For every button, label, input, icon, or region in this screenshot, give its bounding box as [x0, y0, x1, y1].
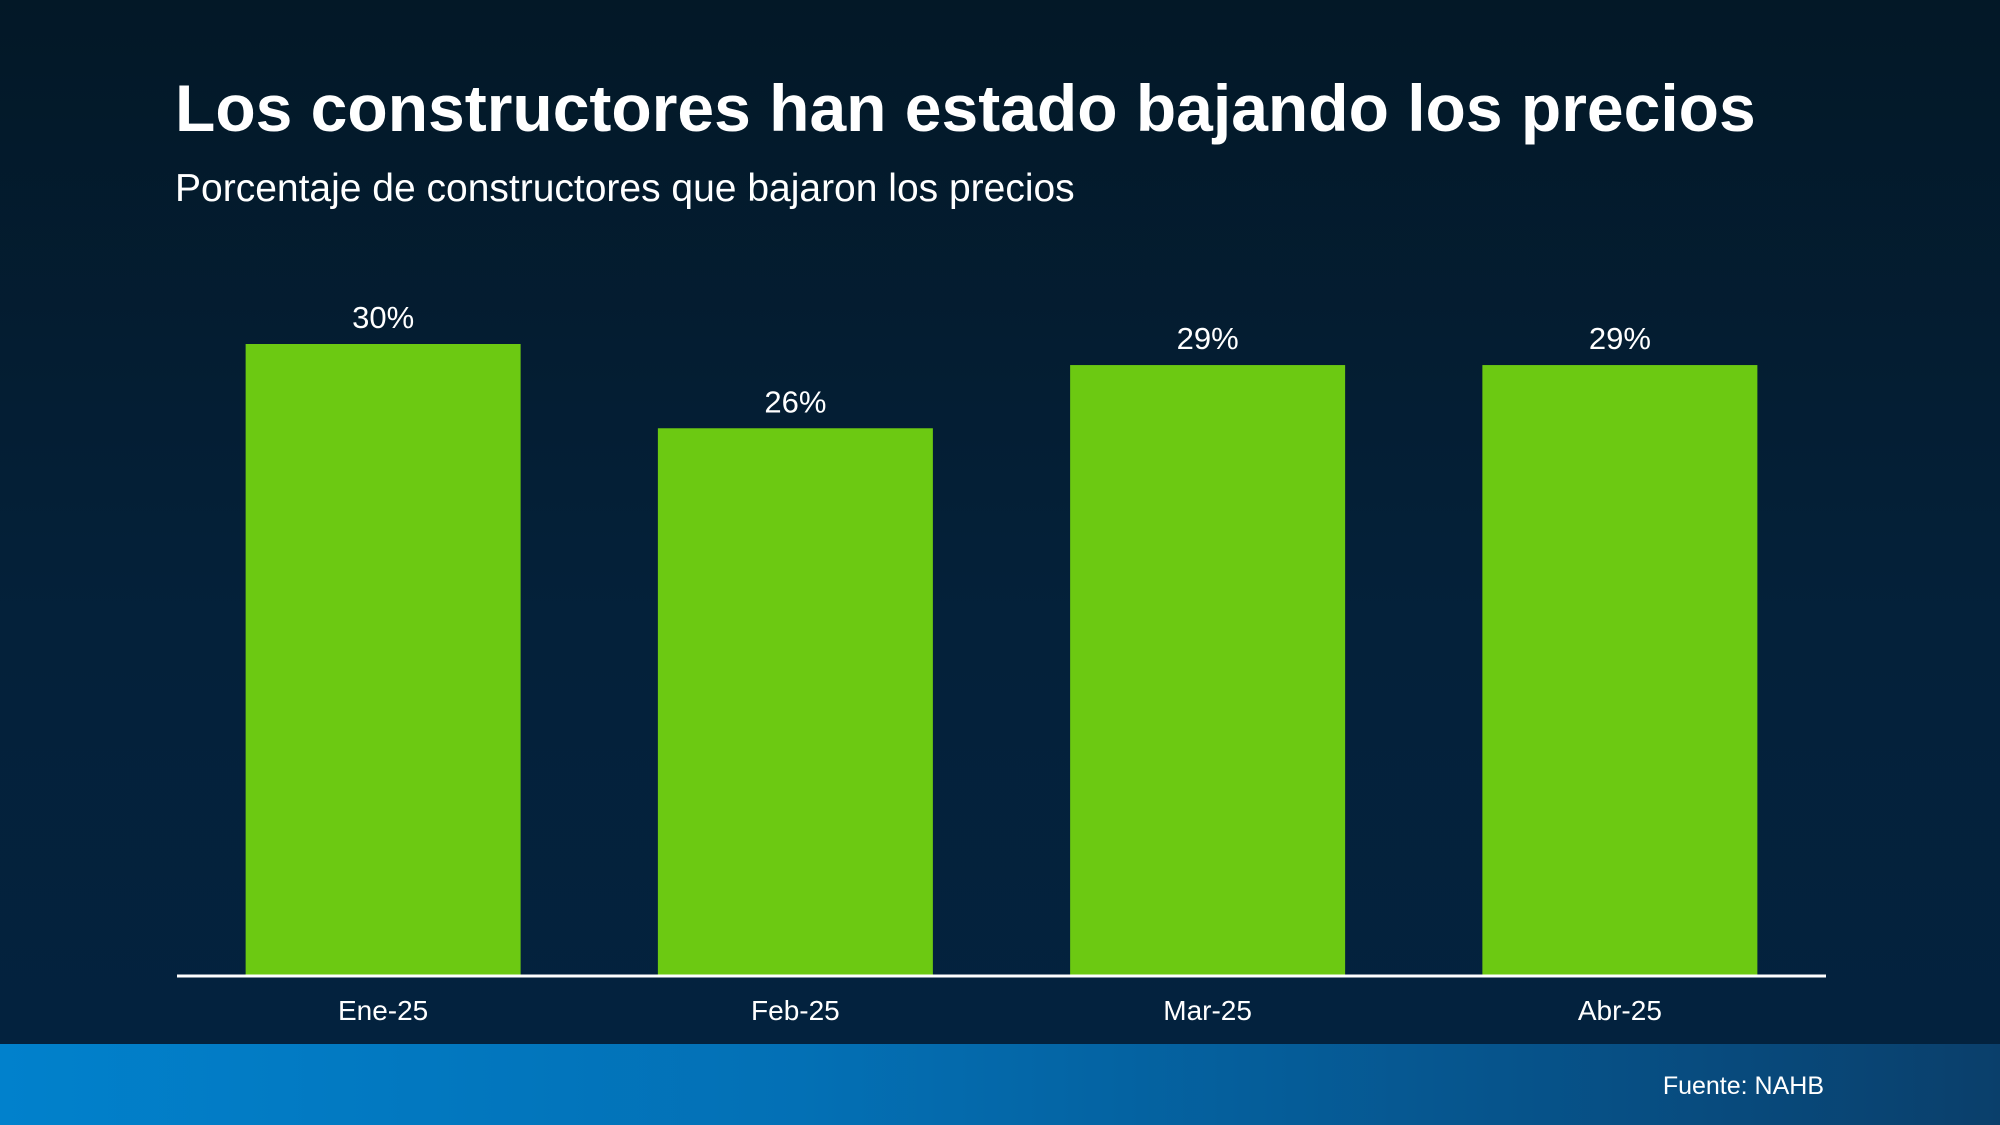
value-label-ene-25: 30% [352, 300, 414, 335]
bar-feb-25 [657, 428, 933, 976]
bar-chart: 30% 26% 29% 29% Ene-25 Feb-25 Mar-25 Abr-25 [245, 300, 1758, 1026]
x-tick-labels-group: Ene-25 Feb-25 Mar-25 Abr-25 [338, 995, 1662, 1026]
value-label-abr-25: 29% [1589, 321, 1651, 356]
chart-subtitle: Porcentaje de constructores que bajaron … [175, 167, 1075, 210]
value-label-feb-25: 26% [764, 384, 826, 419]
bar-abr-25 [1482, 365, 1758, 977]
x-tick-label-mar-25: Mar-25 [1163, 995, 1252, 1026]
x-tick-label-abr-25: Abr-25 [1578, 995, 1662, 1026]
footer-bar: Fuente: NAHB [0, 1044, 2000, 1125]
value-label-mar-25: 29% [1177, 321, 1239, 356]
value-labels-group: 30% 26% 29% 29% [352, 300, 1651, 419]
chart-title: Los constructores han estado bajando los… [175, 71, 1756, 145]
source-note: Fuente: NAHB [1662, 1072, 1824, 1100]
x-tick-label-feb-25: Feb-25 [751, 995, 840, 1026]
bar-ene-25 [245, 344, 521, 976]
x-tick-label-ene-25: Ene-25 [338, 995, 428, 1026]
bar-mar-25 [1070, 365, 1346, 977]
bars-group [245, 344, 1758, 977]
